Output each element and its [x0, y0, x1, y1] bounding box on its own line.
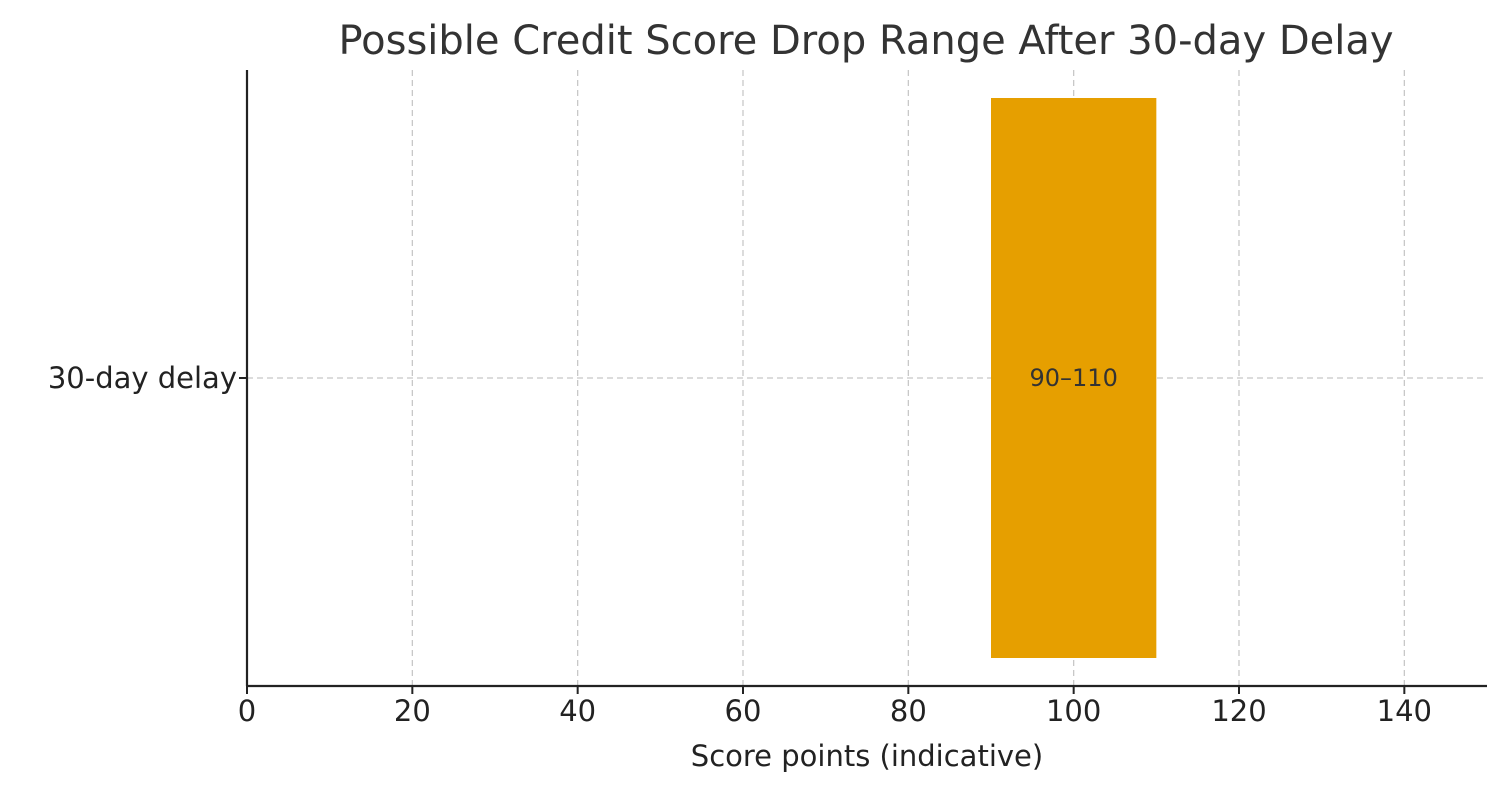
- x-tick-label: 80: [890, 694, 927, 728]
- x-tick-label: 40: [559, 694, 596, 728]
- x-tick-label: 0: [238, 694, 256, 728]
- x-tick-label: 100: [1046, 694, 1101, 728]
- x-tick-label: 60: [725, 694, 762, 728]
- y-category-label: 30-day delay: [48, 361, 237, 395]
- axes: [239, 70, 1487, 694]
- bars: 90–110: [991, 98, 1157, 658]
- range-bar: [991, 98, 1157, 658]
- chart-title: Possible Credit Score Drop Range After 3…: [338, 18, 1393, 64]
- grid-lines: [247, 70, 1487, 686]
- x-axis-title: Score points (indicative): [691, 739, 1043, 773]
- x-tick-label: 120: [1211, 694, 1266, 728]
- bar-data-label: 90–110: [1029, 364, 1117, 392]
- x-tick-label: 140: [1377, 694, 1432, 728]
- x-tick-label: 20: [394, 694, 431, 728]
- tick-labels: 0 20 40 60 80 100 120 140 30-day delay: [48, 361, 1432, 728]
